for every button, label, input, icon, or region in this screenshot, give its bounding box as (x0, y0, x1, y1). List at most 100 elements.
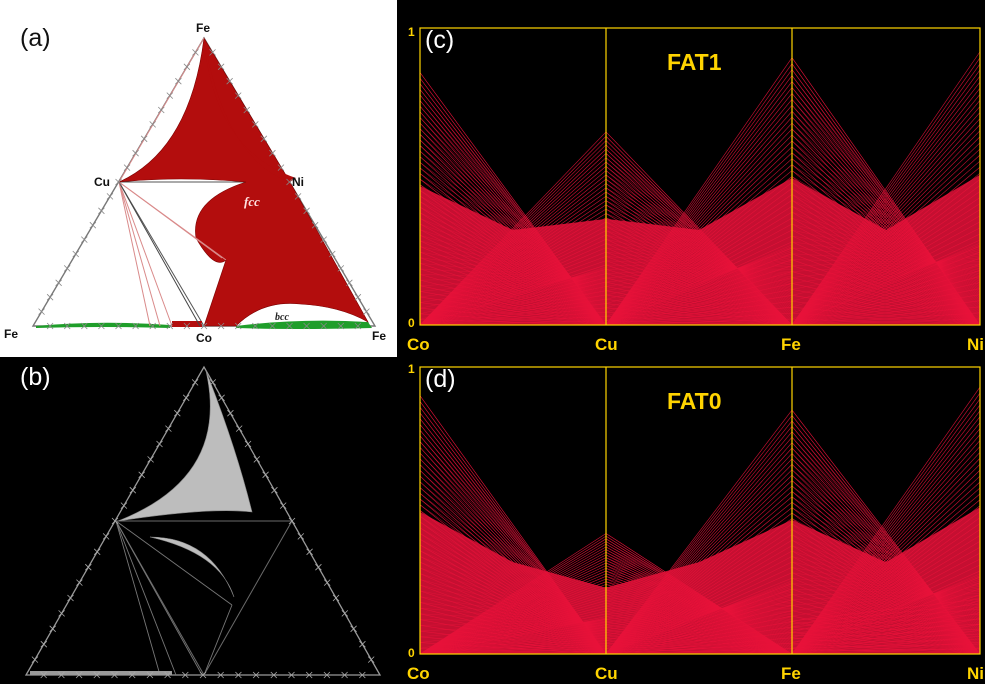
tick-mark (252, 322, 259, 330)
tick-mark (199, 671, 207, 679)
tick-mark (244, 440, 252, 448)
tie-lines (118, 37, 227, 327)
tick-mark (305, 671, 313, 679)
plot-frame-d (419, 366, 981, 655)
tick-mark (363, 308, 370, 315)
fcc-strip-co (172, 321, 202, 327)
tick-mark (303, 207, 310, 215)
tick-mark (279, 502, 287, 509)
tick-mark (226, 77, 233, 85)
tick-mark (63, 265, 71, 272)
axis-label-cu-d: Cu (595, 664, 618, 683)
tick-mark (102, 533, 110, 540)
tick-mark (243, 106, 251, 114)
tick-mark (320, 236, 327, 243)
ytick-1-d: 1 (408, 362, 415, 376)
ternary-diagram-svg: Fe Fe Co Fe Cu Ni fcc bcc (4, 21, 386, 345)
grey-region-mid (149, 536, 235, 598)
parallel-density-fill (606, 519, 792, 654)
tick-mark (182, 671, 189, 679)
tick-mark (367, 656, 375, 663)
grey-region-top (117, 370, 253, 522)
tick-mark (323, 671, 331, 679)
parallel-density-fill (420, 511, 606, 654)
parallel-lines-fat1 (419, 51, 981, 326)
vertex-label-co: Co (196, 331, 212, 345)
tick-mark (40, 640, 48, 648)
ternary-grey-svg (24, 365, 382, 679)
tick-mark (286, 178, 293, 186)
tick-mark (46, 322, 54, 330)
tick-mark (111, 671, 118, 679)
vertex-label-left: Fe (4, 327, 18, 341)
plot-frame-c (419, 27, 981, 326)
panel-label-b: (b) (20, 363, 51, 391)
tick-mark (146, 671, 154, 679)
tick-mark (183, 63, 191, 71)
tick-mark (341, 610, 349, 617)
vertex-label-right: Fe (372, 329, 386, 343)
tick-mark (157, 106, 165, 114)
tick-mark (174, 409, 181, 417)
chart-title-fat1: FAT1 (667, 49, 722, 75)
vertex-label-cu: Cu (94, 175, 110, 189)
tick-mark (63, 322, 71, 330)
tick-mark (128, 671, 136, 679)
tick-mark (297, 533, 305, 540)
tick-mark (115, 322, 122, 330)
tick-mark (149, 322, 156, 330)
tick-mark (182, 394, 190, 402)
tick-mark (58, 610, 65, 617)
tick-mark (306, 548, 313, 556)
parallel-line (791, 598, 981, 622)
tick-mark (140, 135, 148, 143)
tick-mark (165, 425, 172, 432)
parallel-coordinates-panel-c: 1 0 Co Cu Fe Ni FAT1 (c) (397, 0, 985, 357)
tick-mark (76, 579, 83, 586)
fcc-cusp-top (204, 40, 296, 182)
ternary-grey-inner (115, 520, 293, 677)
ternary-diagram-panel-b: (b) (0, 357, 397, 684)
tick-mark (311, 221, 319, 229)
tick-mark (98, 322, 105, 330)
tick-mark (40, 671, 47, 679)
parallel-density-fill (420, 186, 606, 325)
tick-mark (156, 440, 163, 448)
ytick-0-c: 0 (408, 316, 415, 330)
ytick-0-d: 0 (408, 646, 415, 660)
tick-mark (129, 486, 137, 494)
parallel-lines-fat0 (419, 386, 981, 655)
tick-mark (75, 671, 83, 679)
tick-mark (209, 49, 216, 56)
ytick-1-c: 1 (408, 25, 415, 39)
tick-mark (337, 322, 345, 330)
tick-mark (106, 193, 114, 200)
tick-mark (149, 121, 156, 128)
tick-mark (209, 379, 217, 386)
grey-strip-base (30, 671, 172, 675)
tick-mark (217, 63, 225, 71)
tick-mark (200, 322, 208, 330)
tick-mark (115, 178, 122, 186)
axis-label-fe-d: Fe (781, 664, 801, 683)
tick-mark (359, 671, 366, 679)
panel-label-a: (a) (20, 24, 51, 52)
tick-mark (354, 322, 362, 330)
tick-mark (38, 308, 45, 315)
tick-mark (72, 250, 80, 258)
tick-mark (138, 471, 145, 479)
parallel-density-fill (792, 174, 980, 325)
tick-mark (93, 548, 101, 556)
tick-mark (341, 671, 348, 679)
tick-mark (31, 656, 39, 663)
tick-mark (332, 594, 340, 602)
tick-mark (303, 322, 310, 330)
tick-mark (359, 640, 366, 648)
tick-mark (191, 379, 199, 386)
axis-label-ni-c: Ni (967, 335, 984, 354)
panel-label-d: (d) (425, 365, 456, 393)
axis-label-co-c: Co (407, 335, 430, 354)
tick-mark (132, 322, 139, 330)
fcc-region (118, 37, 369, 327)
tick-mark (227, 409, 234, 417)
